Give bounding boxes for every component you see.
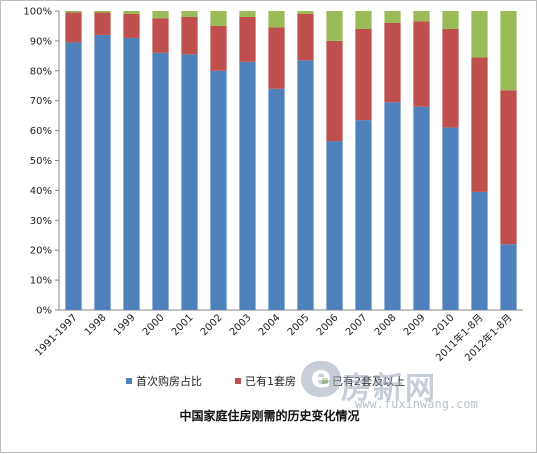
bar-segment <box>297 60 314 311</box>
y-tick-label: 40% <box>30 186 52 197</box>
y-tick-label: 10% <box>30 276 52 287</box>
bar-segment <box>268 11 285 28</box>
bar-segment <box>210 11 227 26</box>
bar-segment <box>181 16 198 55</box>
legend: 首次购房占比 已有1套房 已有2套及以上 <box>126 374 405 388</box>
bar-segment <box>442 28 459 128</box>
x-tick-label: 2004 <box>257 312 283 338</box>
bar-segment <box>413 11 430 22</box>
bar-segment <box>500 11 517 91</box>
y-tick-label: 50% <box>30 156 52 167</box>
legend-swatch <box>126 378 132 384</box>
x-tick-label: 2006 <box>315 312 341 338</box>
chart-caption: 中国家庭住房刚需的历史变化情况 <box>179 409 360 423</box>
bar-segment <box>442 127 459 310</box>
bar-segment <box>500 244 517 310</box>
y-tick-label: 80% <box>30 66 52 77</box>
x-tick-label: 2009 <box>402 312 428 338</box>
bar-segment <box>297 13 314 61</box>
bar-segment <box>65 11 82 13</box>
bar-segment <box>239 61 256 310</box>
y-tick-label: 100% <box>23 7 52 18</box>
legend-swatch <box>235 378 241 384</box>
bar-segment <box>94 11 111 13</box>
bar-segment <box>442 11 459 29</box>
bar-segment <box>94 12 111 35</box>
bar-segment <box>181 11 198 17</box>
y-tick-label: 20% <box>30 246 52 257</box>
bar-segment <box>268 88 285 311</box>
bar-segment <box>471 191 488 310</box>
bar-segment <box>326 141 343 310</box>
legend-label: 已有2套及以上 <box>332 374 405 388</box>
bar-segment <box>413 106 430 311</box>
x-tick-label: 2002 <box>199 312 225 338</box>
bar-segment <box>181 54 198 311</box>
y-axis: 0% 10% 20% 30% 40% 50% 60% 70% 80% 90% 100% <box>23 7 59 317</box>
bar-segment <box>239 11 256 17</box>
bar-segment <box>210 25 227 71</box>
bar-segment <box>384 11 401 23</box>
bar-segment <box>384 102 401 310</box>
bar-segment <box>210 70 227 310</box>
y-tick-label: 60% <box>30 126 52 137</box>
bar-segment <box>471 11 488 58</box>
x-tick-label: 1991-1997 <box>33 312 79 358</box>
bar-segment <box>65 42 82 311</box>
bar-segment <box>355 120 372 310</box>
x-tick-label: 2007 <box>344 312 370 338</box>
y-tick-label: 70% <box>30 96 52 107</box>
bar-segment <box>355 11 372 29</box>
x-tick-label: 2008 <box>373 312 399 338</box>
bar-segment <box>239 16 256 62</box>
x-axis: 1991-1997 1998 1999 2000 2001 2002 2003 2004 200… <box>33 311 514 364</box>
bar-segment <box>268 27 285 89</box>
x-tick-label: 1999 <box>112 312 138 338</box>
y-tick-label: 30% <box>30 216 52 227</box>
x-tick-label: 2003 <box>228 312 254 338</box>
bar-segment <box>297 11 314 14</box>
bar-segment <box>326 40 343 142</box>
legend-label: 已有1套房 <box>245 374 296 388</box>
x-tick-label: 2012年1-8月 <box>462 311 515 364</box>
x-tick-label: 2000 <box>141 312 167 338</box>
bar-segment <box>152 18 169 53</box>
x-tick-label: 2005 <box>286 312 312 338</box>
bar-segment <box>94 34 111 311</box>
bar-segment <box>500 90 517 245</box>
bar-segment <box>65 12 82 43</box>
bar-segment <box>413 21 430 107</box>
bars <box>65 11 517 311</box>
bar-segment <box>152 11 169 19</box>
x-tick-label: 2001 <box>170 312 196 338</box>
bar-segment <box>355 28 372 121</box>
bar-segment <box>123 11 140 14</box>
y-tick-label: 0% <box>36 306 52 317</box>
legend-swatch <box>322 378 328 384</box>
x-tick-label: 1998 <box>83 312 109 338</box>
bar-segment <box>326 11 343 41</box>
bar-segment <box>123 13 140 38</box>
legend-label: 首次购房占比 <box>136 374 202 388</box>
x-tick-label: 2010 <box>431 312 457 338</box>
y-tick-label: 90% <box>30 36 52 47</box>
bar-segment <box>384 22 401 103</box>
bar-segment <box>471 57 488 192</box>
bar-segment <box>123 37 140 310</box>
bar-segment <box>152 52 169 311</box>
